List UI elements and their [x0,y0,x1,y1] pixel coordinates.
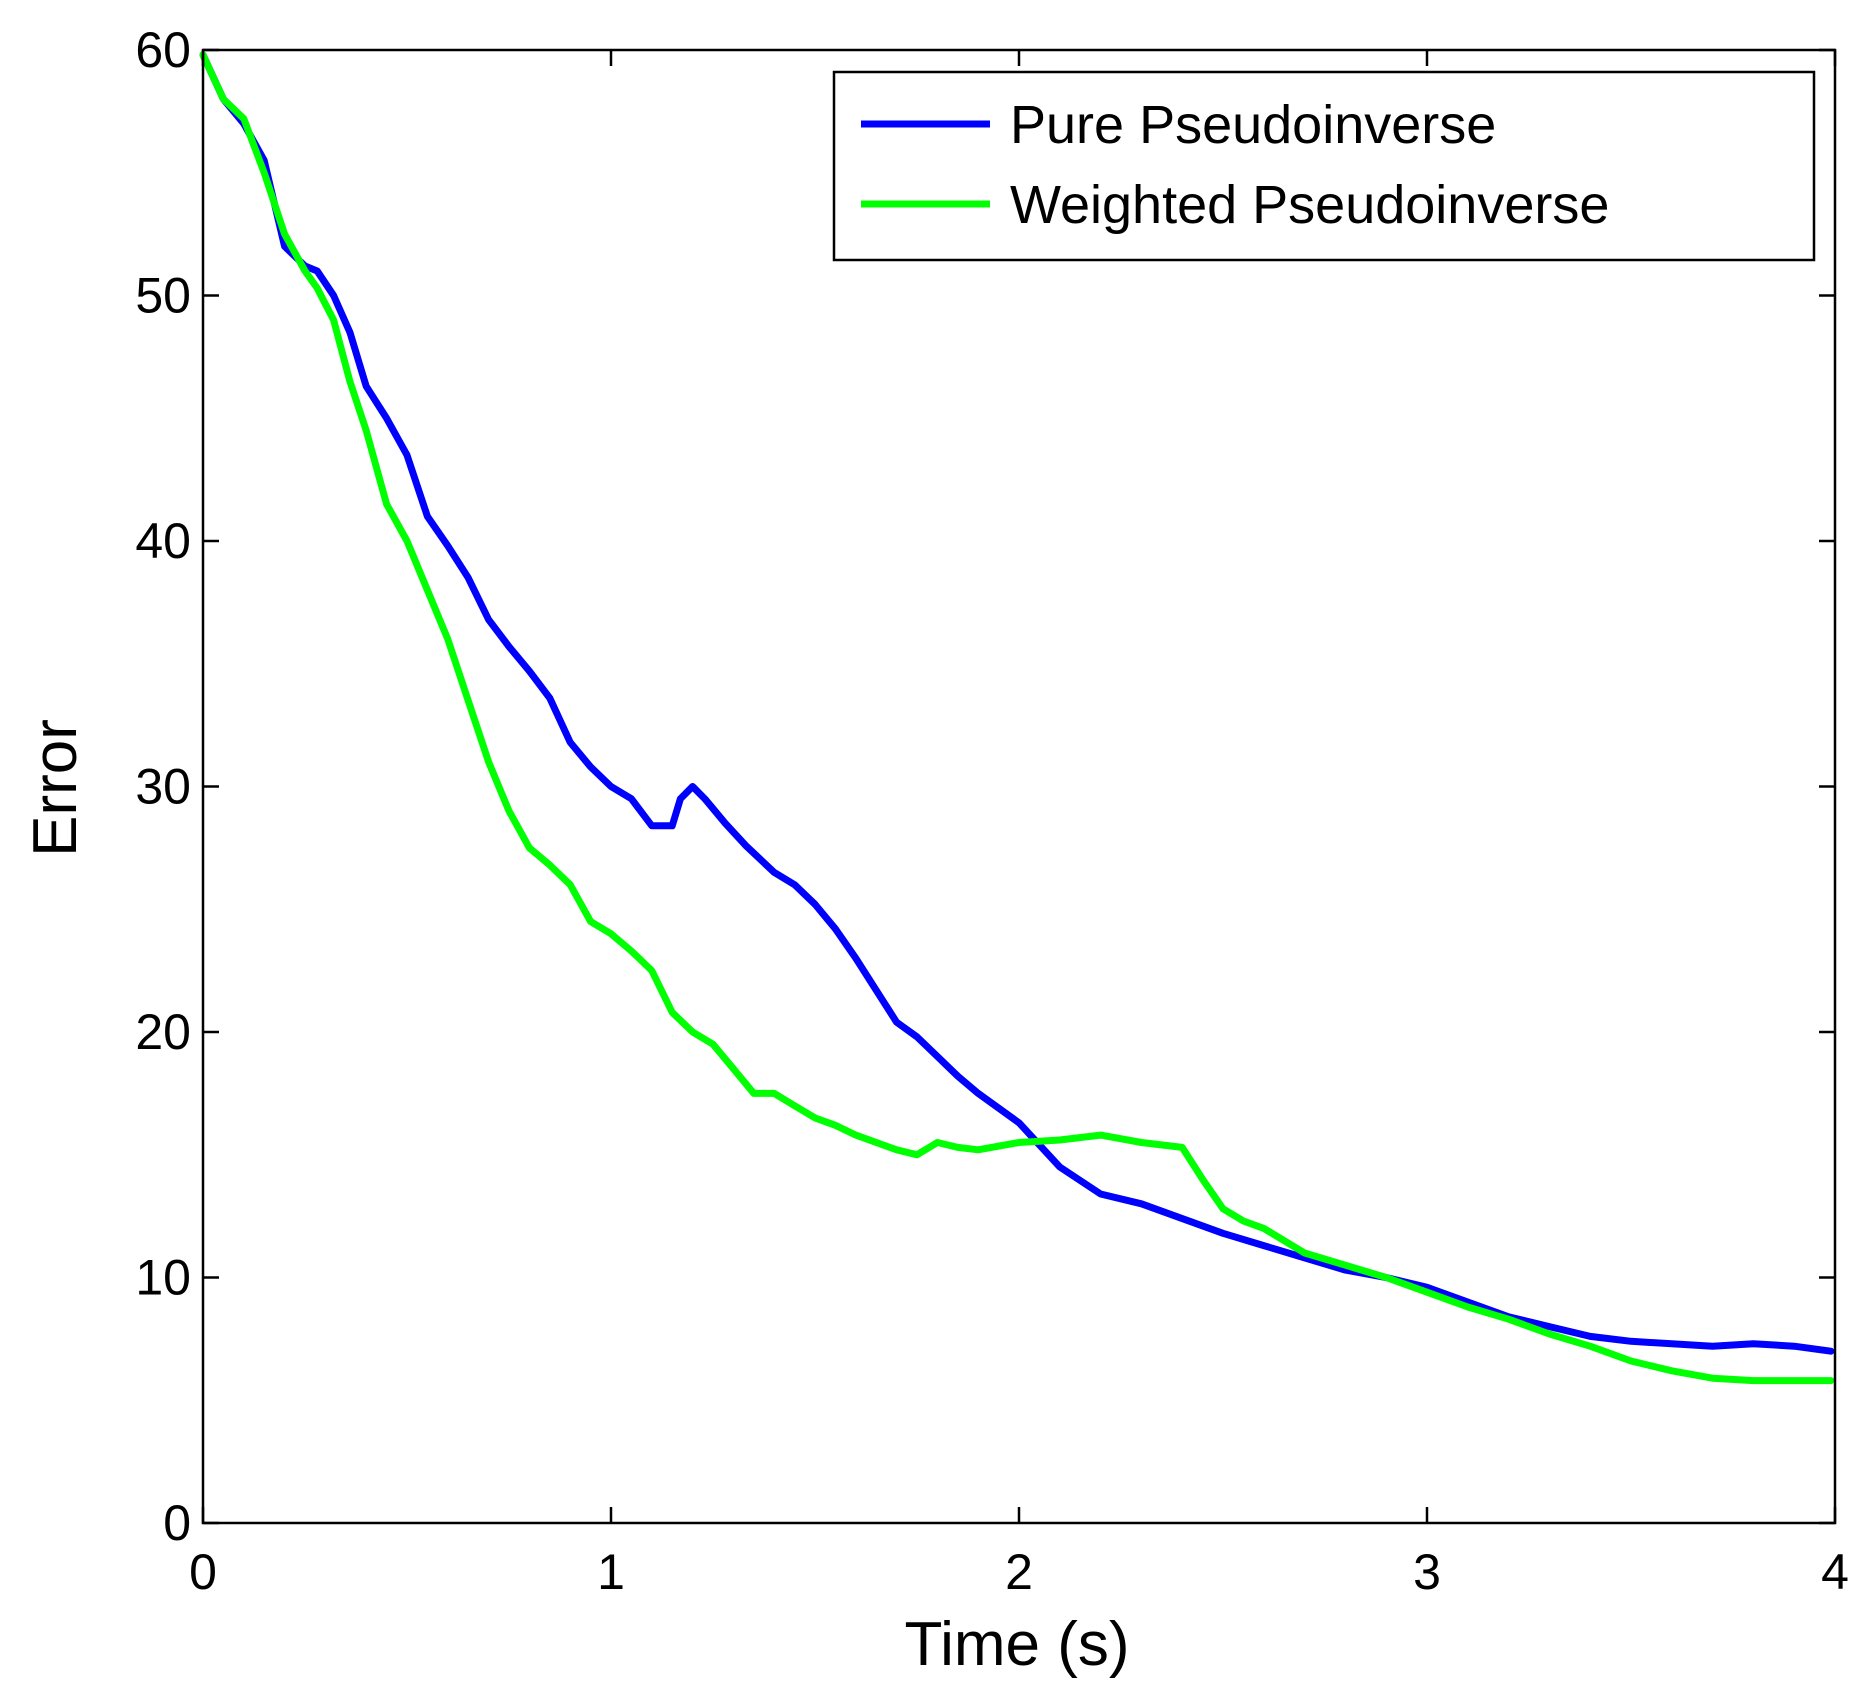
series-layer [199,51,1835,1385]
y-tick-label: 30 [135,759,191,815]
series-line-2 [199,51,1835,1385]
y-tick-label: 60 [135,22,191,78]
x-axis-label: Time (s) [905,1610,1130,1679]
y-tick-label: 10 [135,1250,191,1306]
x-tick-label: 2 [1005,1544,1033,1600]
series-line-1 [199,51,1835,1355]
x-tick-label: 4 [1821,1544,1849,1600]
y-tick-label: 0 [163,1495,191,1551]
legend: Pure Pseudoinverse Weighted Pseudoinverse [832,70,1816,262]
y-axis-label: Error [21,719,90,857]
x-tick-label: 3 [1413,1544,1441,1600]
x-tick-label: 1 [597,1544,625,1600]
legend-label-1: Pure Pseudoinverse [1010,95,1496,155]
legend-label-2: Weighted Pseudoinverse [1010,175,1609,235]
legend-box [832,70,1816,262]
y-tick-label: 40 [135,513,191,569]
y-tick-label: 50 [135,268,191,324]
x-tick-label: 0 [189,1544,217,1600]
y-tick-label: 20 [135,1004,191,1060]
